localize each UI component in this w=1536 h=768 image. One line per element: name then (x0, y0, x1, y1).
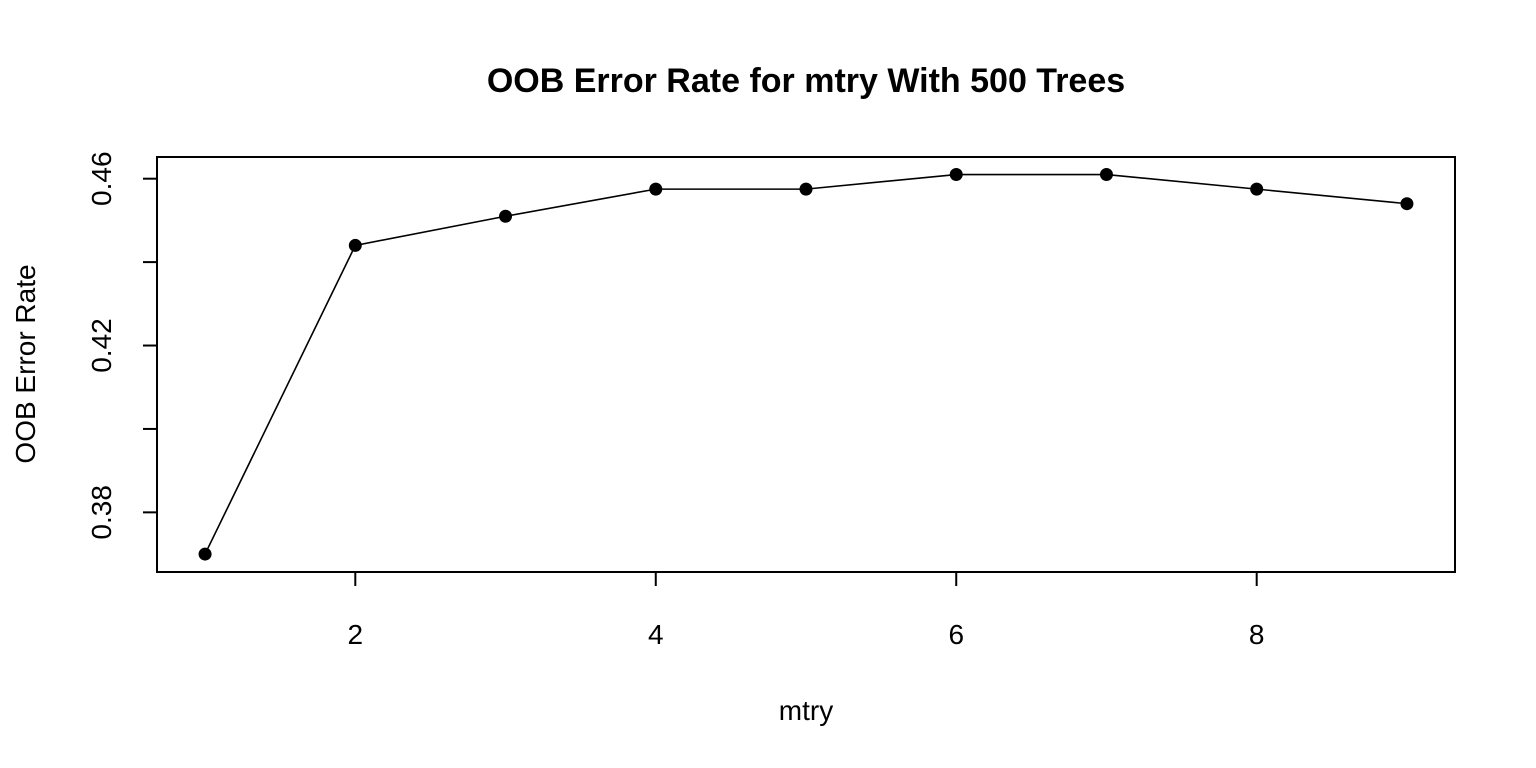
data-point (1099, 168, 1113, 182)
y-axis-label: OOB Error Rate (10, 264, 41, 463)
plot-frame (156, 156, 1456, 573)
data-point (949, 168, 963, 182)
y-tick-label: 0.38 (86, 485, 117, 540)
data-point (198, 547, 212, 561)
chart-title: OOB Error Rate for mtry With 500 Trees (487, 62, 1125, 100)
x-tick-label: 6 (948, 619, 964, 650)
x-axis: 2 4 6 8 (348, 572, 1265, 650)
y-axis: 0.38 0.42 0.46 (86, 151, 157, 540)
x-tick-label: 8 (1249, 619, 1265, 650)
data-point (1250, 182, 1264, 196)
data-point (348, 238, 362, 252)
x-tick-label: 2 (348, 619, 364, 650)
series-layer (198, 168, 1414, 561)
x-tick-label: 4 (648, 619, 664, 650)
x-axis-label: mtry (779, 695, 833, 726)
data-point (1400, 197, 1414, 211)
y-tick-label: 0.46 (86, 151, 117, 206)
data-point (799, 182, 813, 196)
y-tick-label: 0.42 (86, 318, 117, 373)
data-point (649, 182, 663, 196)
data-point (499, 209, 513, 223)
